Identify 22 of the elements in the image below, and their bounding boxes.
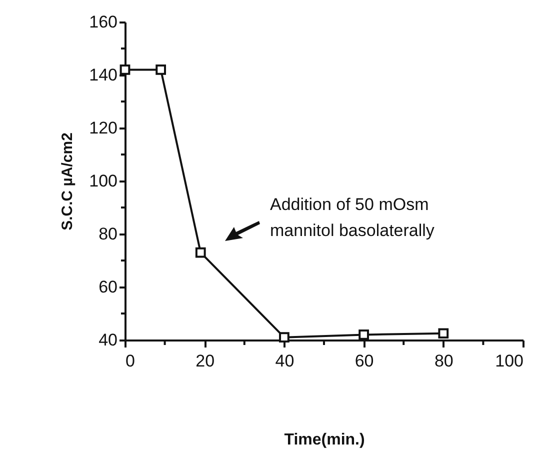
point [120, 64, 130, 75]
point [279, 332, 290, 343]
point [195, 247, 206, 258]
y-tick-label: 140 [89, 66, 118, 84]
y-tick-label: 60 [98, 278, 118, 296]
y-axis-title: S.C.C µA/cm2 [59, 132, 76, 230]
x-tick-label: 40 [275, 352, 294, 370]
x-tick-label: 20 [196, 352, 215, 370]
y-tick-label: 120 [89, 118, 118, 138]
x-tick-label: 0 [126, 352, 135, 370]
point [358, 330, 369, 340]
y-tick-label: 160 [89, 12, 118, 32]
x-axis-title: Time(min.) [284, 432, 365, 448]
y-tick-label: 40 [98, 330, 118, 350]
point [156, 64, 166, 75]
annotation: Addition of 50 mOsm mannitol basolaterally [270, 195, 435, 240]
x-tick-label: 60 [354, 352, 374, 370]
point [438, 328, 449, 339]
x-tick-label: 100 [495, 352, 524, 370]
y-tick-label: 80 [98, 224, 118, 244]
x-tick-label: 80 [434, 352, 454, 370]
y-tick-label: 100 [89, 172, 118, 190]
